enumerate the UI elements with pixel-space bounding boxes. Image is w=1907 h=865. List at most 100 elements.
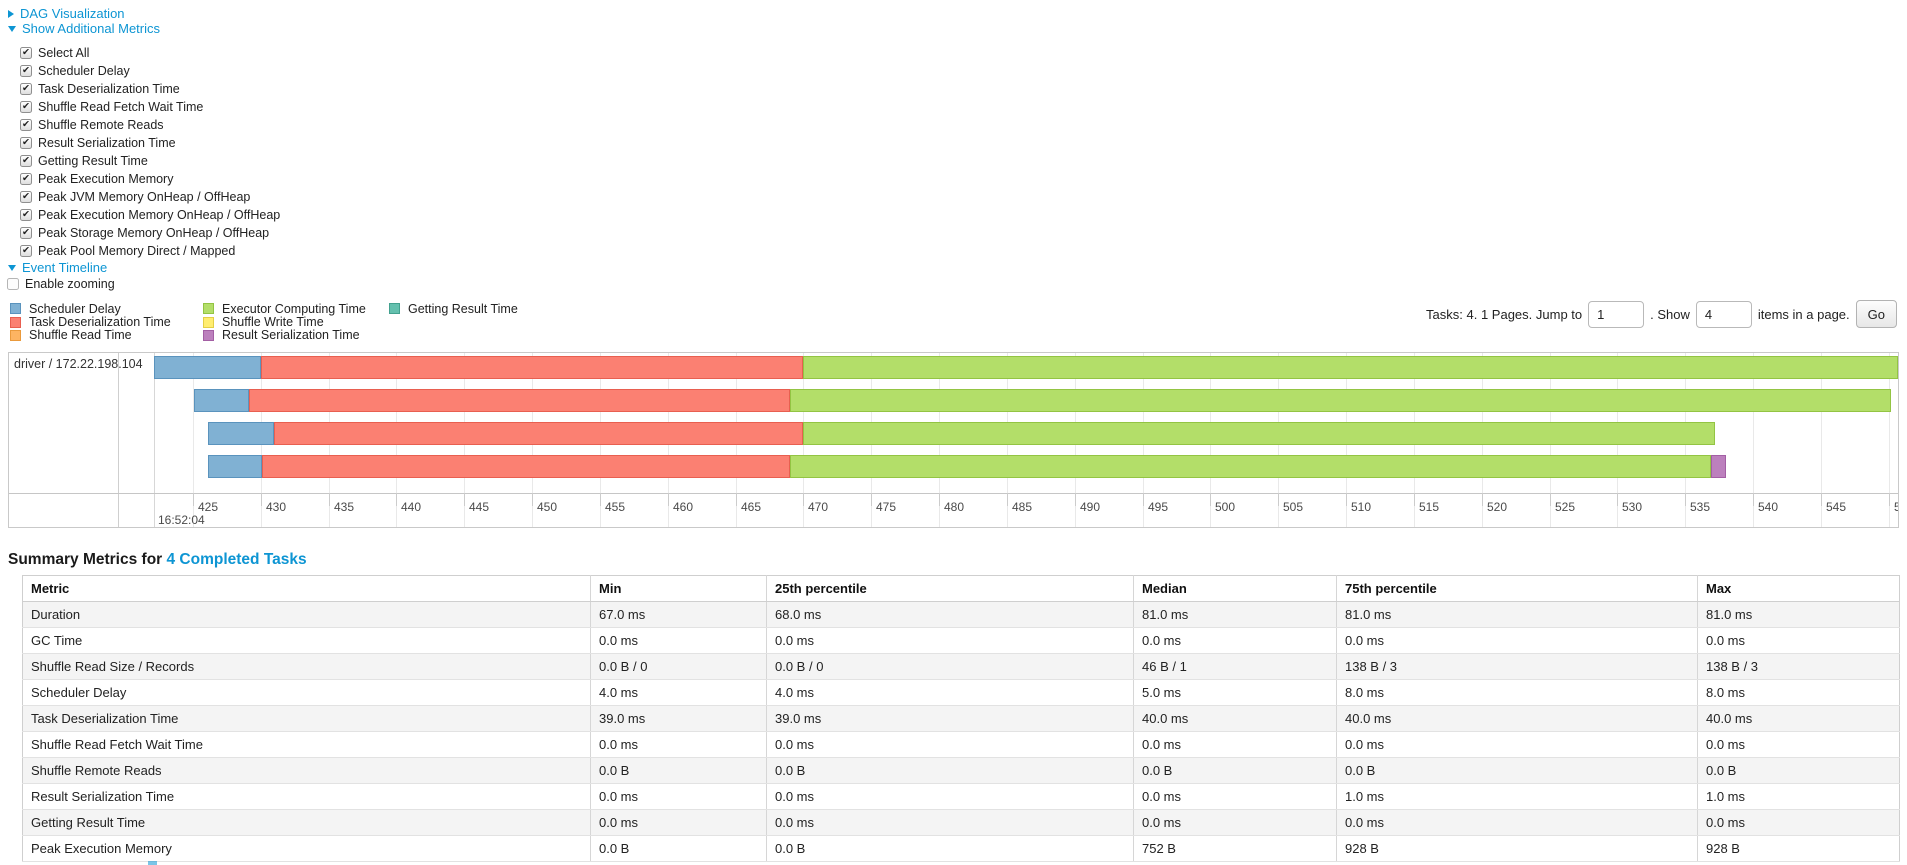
checkbox-shuffle-remote-reads[interactable]: ✔ (20, 119, 32, 131)
metric-name-cell: Shuffle Read Size / Records (22, 653, 591, 680)
dag-visualization-link[interactable]: DAG Visualization (20, 6, 125, 21)
dag-visualization-toggle[interactable]: DAG Visualization (8, 6, 125, 21)
tick-label: 465 (741, 500, 762, 514)
summary-metrics-heading: Summary Metrics for 4 Completed Tasks (8, 551, 307, 569)
checkbox-shuffle-read-fetch-wait-time[interactable]: ✔ (20, 101, 32, 113)
metric-value-cell: 928 B (1697, 835, 1900, 862)
tick-mark (464, 493, 465, 506)
checkbox-label: Getting Result Time (38, 154, 148, 168)
items-per-page-input[interactable] (1695, 300, 1752, 328)
task-bar-task_deserialization[interactable] (262, 455, 790, 478)
task-bar-scheduler_delay[interactable] (207, 455, 263, 478)
metric-checkbox-row: ✔ Getting Result Time (20, 152, 280, 170)
task-bar-executor_computing[interactable] (803, 356, 1898, 379)
enable-zooming-checkbox[interactable] (7, 278, 19, 290)
task-bar-executor_computing[interactable] (789, 455, 1711, 478)
show-additional-metrics-link[interactable]: Show Additional Metrics (22, 21, 161, 36)
event-timeline-toggle[interactable]: Event Timeline (8, 260, 107, 275)
task-bar-executor_computing[interactable] (803, 422, 1715, 445)
tick-mark (532, 493, 533, 506)
tick-mark (1821, 493, 1822, 506)
metric-value-cell: 0.0 ms (1697, 731, 1900, 758)
gridline (154, 353, 155, 527)
checkbox-scheduler-delay[interactable]: ✔ (20, 65, 32, 77)
metric-value-cell: 0.0 ms (590, 731, 767, 758)
completed-tasks-link[interactable]: 4 Completed Tasks (166, 551, 307, 568)
metric-value-cell: 0.0 ms (590, 809, 767, 836)
metric-value-cell: 81.0 ms (1697, 601, 1900, 628)
gridline (1753, 353, 1754, 527)
metric-checkbox-row: ✔ Shuffle Read Fetch Wait Time (20, 98, 280, 116)
legend-item-result-serialization-time: Result Serialization Time (203, 328, 366, 343)
tick-label: 510 (1351, 500, 1372, 514)
checkbox-peak-jvm-memory-onheap-offheap[interactable]: ✔ (20, 191, 32, 203)
legend-swatch-icon (10, 316, 21, 328)
tick-label: 525 (1555, 500, 1576, 514)
checkbox-label: Shuffle Read Fetch Wait Time (38, 100, 204, 114)
legend-swatch-icon (10, 303, 21, 315)
summary-metrics-table: Metric Min 25th percentile Median 75th perce… (22, 575, 1900, 862)
task-pagination: Tasks: 4. 1 Pages. Jump to . Show items … (1426, 298, 1897, 330)
metric-checkbox-row: ✔ Peak Execution Memory OnHeap / OffHeap (20, 206, 280, 224)
metric-checkbox-row: ✔ Shuffle Remote Reads (20, 116, 280, 134)
column-header-max: Max (1697, 575, 1900, 602)
metric-value-cell: 928 B (1336, 835, 1698, 862)
metric-name-cell: Duration (22, 601, 591, 628)
task-bar-result_serialization[interactable] (1710, 455, 1726, 478)
checkbox-getting-result-time[interactable]: ✔ (20, 155, 32, 167)
checkbox-peak-pool-memory-direct-mapped[interactable]: ✔ (20, 245, 32, 257)
expanded-arrow-icon (8, 264, 16, 271)
task-bar-task_deserialization[interactable] (248, 389, 790, 412)
pagination-items-label: items in a page. (1757, 306, 1850, 322)
go-button[interactable]: Go (1855, 300, 1897, 328)
tick-label: 540 (1758, 500, 1779, 514)
metric-value-cell: 0.0 B (590, 835, 767, 862)
metric-value-cell: 81.0 ms (1133, 601, 1337, 628)
metric-value-cell: 0.0 ms (1133, 627, 1337, 654)
metric-checkbox-row: ✔ Task Deserialization Time (20, 80, 280, 98)
tick-label: 475 (876, 500, 897, 514)
metric-value-cell: 0.0 ms (766, 627, 1134, 654)
metric-value-cell: 8.0 ms (1336, 679, 1698, 706)
metric-name-cell: Result Serialization Time (22, 783, 591, 810)
jump-to-page-input[interactable] (1588, 300, 1645, 328)
task-bar-task_deserialization[interactable] (274, 422, 804, 445)
metric-checkbox-row: ✔ Peak Execution Memory (20, 170, 280, 188)
checkbox-peak-storage-memory-onheap-offheap[interactable]: ✔ (20, 227, 32, 239)
task-bar-scheduler_delay[interactable] (207, 422, 275, 445)
checkbox-select-all[interactable]: ✔ (20, 47, 32, 59)
checkbox-peak-execution-memory[interactable]: ✔ (20, 173, 32, 185)
tick-mark (396, 493, 397, 506)
event-timeline-link[interactable]: Event Timeline (22, 260, 108, 275)
metric-checkbox-row: ✔ Scheduler Delay (20, 62, 280, 80)
tick-label: 550 (1894, 500, 1898, 514)
legend-swatch-icon (389, 303, 400, 315)
checkbox-label: Task Deserialization Time (38, 82, 180, 96)
show-additional-metrics-toggle[interactable]: Show Additional Metrics (8, 21, 160, 36)
next-section-partial (148, 861, 157, 865)
task-bar-scheduler_delay[interactable] (153, 356, 261, 379)
tick-mark (1482, 493, 1483, 506)
metric-value-cell: 0.0 B / 0 (590, 653, 767, 680)
checkbox-task-deserialization-time[interactable]: ✔ (20, 83, 32, 95)
tick-mark (1007, 493, 1008, 506)
tick-label: 545 (1826, 500, 1847, 514)
legend-label: Executor Computing Time (222, 301, 366, 316)
task-bar-task_deserialization[interactable] (260, 356, 804, 379)
metric-value-cell: 0.0 B (1133, 757, 1337, 784)
checkbox-peak-execution-memory-onheap-offheap[interactable]: ✔ (20, 209, 32, 221)
metric-name-cell: Peak Execution Memory (22, 835, 591, 862)
task-bar-executor_computing[interactable] (789, 389, 1892, 412)
checkbox-label: Peak JVM Memory OnHeap / OffHeap (38, 190, 251, 204)
tick-label: 430 (266, 500, 287, 514)
checkbox-result-serialization-time[interactable]: ✔ (20, 137, 32, 149)
tick-label: 520 (1487, 500, 1508, 514)
checkbox-label: Peak Execution Memory (38, 172, 174, 186)
legend-label: Result Serialization Time (222, 328, 360, 343)
tick-label: 505 (1283, 500, 1304, 514)
metric-value-cell: 0.0 ms (766, 783, 1134, 810)
gridline (1821, 353, 1822, 527)
task-bar-scheduler_delay[interactable] (194, 389, 249, 412)
column-header-min: Min (590, 575, 767, 602)
enable-zooming-label: Enable zooming (25, 277, 115, 291)
